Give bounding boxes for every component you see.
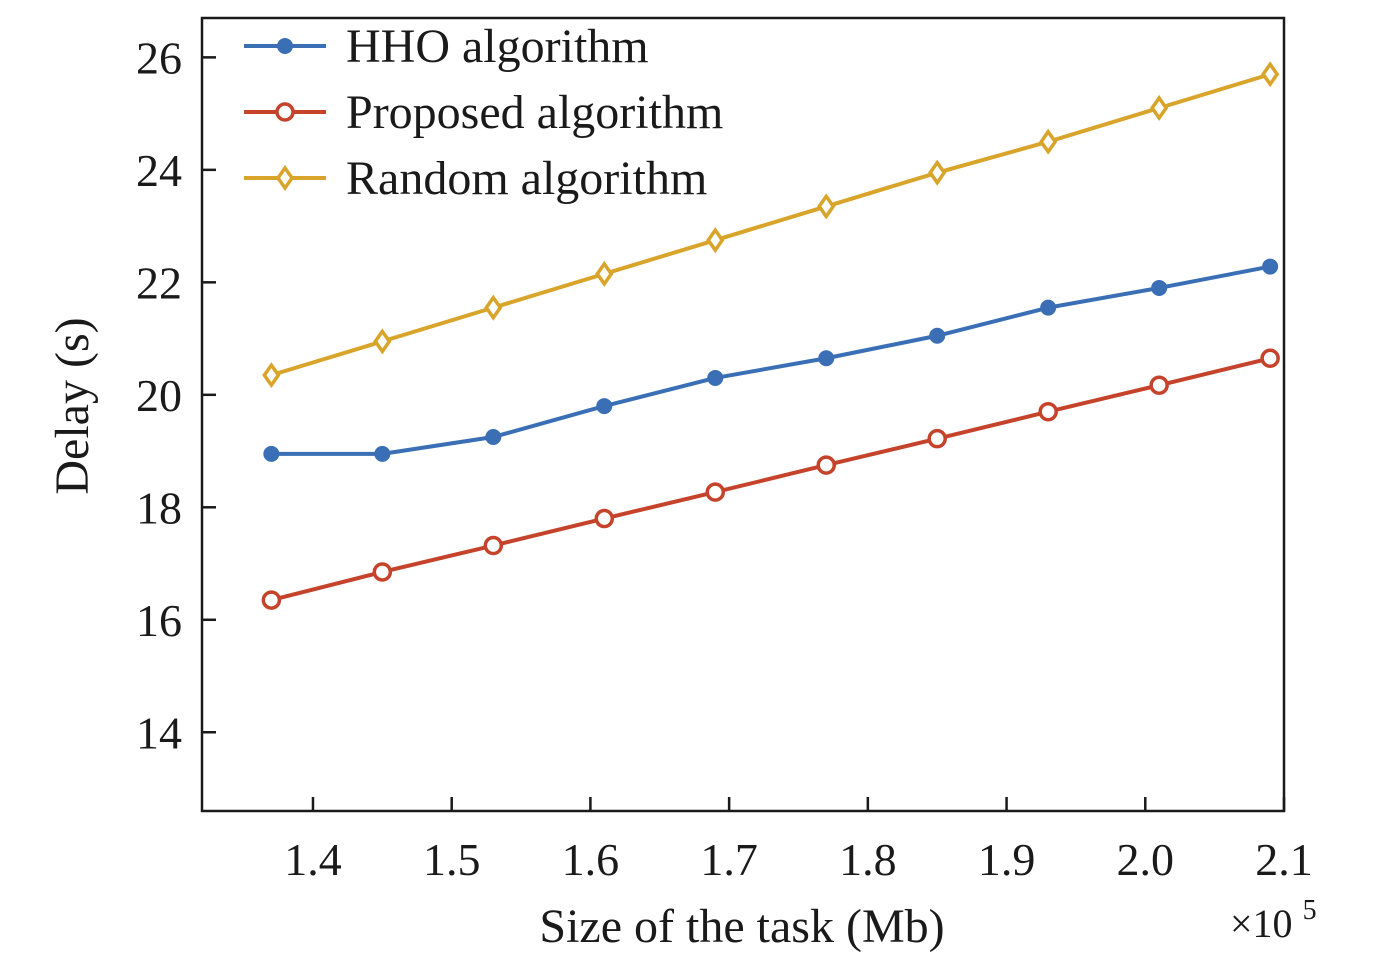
axes — [200, 16, 1286, 813]
x-multiplier-exponent: 5 — [1303, 895, 1317, 926]
data-point — [261, 590, 282, 610]
data-point — [484, 294, 503, 321]
data-point — [927, 428, 947, 449]
data-point — [707, 369, 724, 386]
x-tick-label: 1.8 — [839, 834, 897, 885]
x-tick-label: 2.1 — [1255, 834, 1313, 885]
x-axis-label: Size of the task (Mb) — [539, 900, 944, 953]
data-point — [263, 445, 280, 462]
legend: HHO algorithm Proposed algorithm Random al… — [244, 20, 723, 205]
series-layer — [261, 61, 1280, 610]
y-axis-label: Delay (s) — [46, 317, 99, 494]
legend-item: Proposed algorithm — [244, 86, 723, 139]
data-point — [1151, 279, 1168, 296]
legend-item: HHO algorithm — [244, 20, 649, 73]
data-point — [706, 227, 725, 254]
y-tick-label: 16 — [136, 595, 182, 646]
data-point — [816, 455, 836, 475]
x-tick-label: 1.4 — [284, 834, 342, 885]
legend-item: Random algorithm — [244, 152, 707, 205]
data-point — [1150, 94, 1169, 122]
y-tick-label: 14 — [136, 707, 182, 758]
data-point — [1260, 61, 1280, 88]
data-point — [1038, 401, 1058, 422]
y-tick-label: 24 — [136, 145, 182, 196]
data-point — [1040, 299, 1057, 316]
data-point — [483, 535, 504, 556]
data-point — [594, 508, 615, 529]
legend-label: Random algorithm — [346, 152, 707, 205]
data-point — [705, 482, 726, 502]
data-point — [595, 260, 614, 287]
data-point — [817, 193, 836, 220]
data-point — [1039, 128, 1058, 155]
series-line — [269, 356, 1273, 603]
y-tick-label: 20 — [136, 370, 182, 421]
data-point — [1262, 258, 1279, 275]
data-point — [262, 362, 281, 389]
x-tick-label: 2.0 — [1117, 834, 1175, 885]
data-point — [275, 164, 295, 192]
plot-frame — [200, 16, 1286, 813]
series-random-algorithm — [262, 61, 1280, 389]
y-tick-label: 22 — [136, 257, 182, 308]
x-axis-multiplier: ×10 5 — [1230, 895, 1317, 946]
y-tick-label: 26 — [136, 32, 182, 83]
x-tick-label: 1.9 — [978, 834, 1036, 885]
data-point — [596, 398, 613, 415]
data-point — [1149, 375, 1169, 396]
series-line — [269, 264, 1273, 456]
series-hho-algorithm — [263, 258, 1279, 462]
y-tick-label: 18 — [136, 482, 182, 533]
data-point — [929, 327, 946, 344]
data-point — [277, 38, 293, 54]
data-point — [373, 328, 392, 355]
data-point — [818, 350, 835, 367]
ticks: 1.4 1.5 1.6 1.7 1.8 1.9 2.0 2.1 14 16 18 20 22 24 26 — [136, 32, 1313, 885]
x-tick-label: 1.7 — [700, 834, 758, 885]
x-multiplier-base: ×10 — [1230, 901, 1293, 946]
data-point — [1260, 348, 1280, 369]
data-point — [928, 159, 947, 186]
x-tick-label: 1.6 — [562, 834, 620, 885]
data-point — [485, 428, 502, 445]
legend-label: HHO algorithm — [346, 20, 649, 73]
data-point — [374, 445, 391, 462]
legend-label: Proposed algorithm — [346, 86, 723, 139]
series-proposed-algorithm — [261, 348, 1280, 610]
data-point — [275, 102, 295, 122]
data-point — [372, 562, 393, 582]
series-line — [269, 72, 1273, 378]
x-tick-label: 1.5 — [423, 834, 481, 885]
